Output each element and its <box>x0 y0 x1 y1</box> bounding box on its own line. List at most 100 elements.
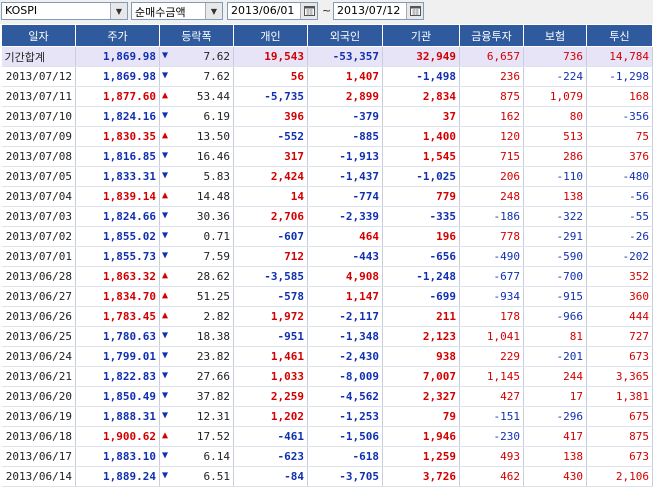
col-insurance-header[interactable]: 보험 <box>523 25 587 47</box>
change-cell: ▼ 6.51 <box>159 466 234 487</box>
triangle-up-icon: ▲ <box>162 430 169 441</box>
trust-cell: 352 <box>586 266 653 287</box>
change-cell: ▼ 12.31 <box>159 406 234 427</box>
trust-cell: 168 <box>586 86 653 107</box>
market-select[interactable]: KOSPI ▼ <box>1 2 128 20</box>
change-value: 12.31 <box>196 410 230 423</box>
col-foreign-header[interactable]: 외국인 <box>307 25 383 47</box>
change-cell: ▼ 7.62 <box>159 66 234 87</box>
change-value: 5.83 <box>203 170 231 183</box>
price-cell: 1,855.02 <box>75 226 160 247</box>
triangle-down-icon: ▼ <box>162 110 169 121</box>
table-row[interactable]: 2013/07/09 1,830.35 ▲ 13.50 -552 -885 1,400 120… <box>1 126 653 147</box>
trust-cell: -55 <box>586 206 653 227</box>
trust-cell: 673 <box>586 346 653 367</box>
price-cell: 1,877.60 <box>75 86 160 107</box>
individual-cell: -461 <box>233 426 308 447</box>
chevron-down-icon[interactable]: ▼ <box>110 3 127 19</box>
calendar-icon[interactable] <box>406 3 423 19</box>
price-cell: 1,889.24 <box>75 466 160 487</box>
col-price-header[interactable]: 주가 <box>75 25 160 47</box>
col-change-header[interactable]: 등락폭 <box>159 25 234 47</box>
date-from-input[interactable]: 2013/06/01 <box>227 2 318 20</box>
date-cell: 2013/07/08 <box>1 146 76 167</box>
triangle-down-icon: ▼ <box>162 410 169 421</box>
individual-cell: -623 <box>233 446 308 467</box>
table-row[interactable]: 2013/06/21 1,822.83 ▼ 27.66 1,033 -8,009 7,007… <box>1 366 653 387</box>
individual-cell: 1,033 <box>233 366 308 387</box>
period-total-row[interactable]: 기간합계 1,869.98 ▼ 7.62 19,543 -53,357 32,949 6,65… <box>1 46 653 67</box>
institution-cell: -1,025 <box>382 166 460 187</box>
table-row[interactable]: 2013/06/20 1,850.49 ▼ 37.82 2,259 -4,562 2,327… <box>1 386 653 407</box>
trust-cell: 444 <box>586 306 653 327</box>
table-row[interactable]: 2013/07/02 1,855.02 ▼ 0.71 -607 464 196 778 -291… <box>1 226 653 247</box>
triangle-down-icon: ▼ <box>162 230 169 241</box>
institution-cell: 196 <box>382 226 460 247</box>
chevron-down-icon[interactable]: ▼ <box>205 3 222 19</box>
institution-cell: 779 <box>382 186 460 207</box>
market-select-value: KOSPI <box>5 4 38 17</box>
individual-cell: 2,424 <box>233 166 308 187</box>
date-cell: 2013/07/03 <box>1 206 76 227</box>
col-institution-header[interactable]: 기관 <box>382 25 460 47</box>
col-individual-header[interactable]: 개인 <box>233 25 308 47</box>
calendar-icon[interactable] <box>300 3 317 19</box>
table-row[interactable]: 2013/06/14 1,889.24 ▼ 6.51 -84 -3,705 3,726 462… <box>1 466 653 487</box>
fin-invest-cell: 1,041 <box>459 326 524 347</box>
mode-select[interactable]: 순매수금액 ▼ <box>131 2 223 20</box>
table-row[interactable]: 2013/07/03 1,824.66 ▼ 30.36 2,706 -2,339 -335-… <box>1 206 653 227</box>
table-row[interactable]: 2013/06/19 1,888.31 ▼ 12.31 1,202 -1,253 79 -15… <box>1 406 653 427</box>
change-value: 6.19 <box>203 110 231 123</box>
table-row[interactable]: 2013/06/17 1,883.10 ▼ 6.14 -623 -618 1,259 493 1… <box>1 446 653 467</box>
foreign-cell: -2,117 <box>307 306 383 327</box>
fin-invest-cell: -230 <box>459 426 524 447</box>
individual-cell: -5,735 <box>233 86 308 107</box>
change-value: 30.36 <box>196 210 230 223</box>
institution-cell: 2,834 <box>382 86 460 107</box>
mode-select-value: 순매수금액 <box>135 6 186 19</box>
price-cell: 1,869.98 <box>75 46 160 67</box>
table-row[interactable]: 2013/06/26 1,783.45 ▲ 2.82 1,972 -2,117 211 178… <box>1 306 653 327</box>
table-row[interactable]: 2013/06/28 1,863.32 ▲ 28.62 -3,585 4,908 -1,24… <box>1 266 653 287</box>
insurance-cell: -291 <box>523 226 587 247</box>
date-to-input[interactable]: 2013/07/12 <box>333 2 424 20</box>
change-value: 0.71 <box>203 230 231 243</box>
date-cell: 2013/07/12 <box>1 66 76 87</box>
col-fin-invest-header[interactable]: 금융투자 <box>459 25 524 47</box>
institution-cell: 211 <box>382 306 460 327</box>
table-row[interactable]: 2013/07/11 1,877.60 ▲ 53.44 -5,735 2,899 2,834… <box>1 86 653 107</box>
foreign-cell: -4,562 <box>307 386 383 407</box>
table-row[interactable]: 2013/06/27 1,834.70 ▲ 51.25 -578 1,147 -699 -93… <box>1 286 653 307</box>
date-cell: 2013/06/24 <box>1 346 76 367</box>
table-row[interactable]: 2013/07/05 1,833.31 ▼ 5.83 2,424 -1,437 -1,025… <box>1 166 653 187</box>
foreign-cell: -443 <box>307 246 383 267</box>
fin-invest-cell: 875 <box>459 86 524 107</box>
table-row[interactable]: 2013/07/01 1,855.73 ▼ 7.59 712 -443 -656 -490 -5… <box>1 246 653 267</box>
trust-cell: -1,298 <box>586 66 653 87</box>
table-row[interactable]: 2013/06/25 1,780.63 ▼ 18.38 -951 -1,348 2,123 1… <box>1 326 653 347</box>
individual-cell: -84 <box>233 466 308 487</box>
col-trust-header[interactable]: 투신 <box>586 25 653 47</box>
trust-cell: 2,106 <box>586 466 653 487</box>
change-cell: ▼ 27.66 <box>159 366 234 387</box>
toolbar: KOSPI ▼ 순매수금액 ▼ 2013/06/01 ~ 2013/07/12 <box>0 0 653 24</box>
institution-cell: 1,946 <box>382 426 460 447</box>
table-row[interactable]: 2013/06/24 1,799.01 ▼ 23.82 1,461 -2,430 938 22… <box>1 346 653 367</box>
price-cell: 1,888.31 <box>75 406 160 427</box>
fin-invest-cell: -934 <box>459 286 524 307</box>
price-cell: 1,830.35 <box>75 126 160 147</box>
table-row[interactable]: 2013/07/10 1,824.16 ▼ 6.19 396 -379 37 162 80 -35… <box>1 106 653 127</box>
table-row[interactable]: 2013/07/12 1,869.98 ▼ 7.62 56 1,407 -1,498 236-… <box>1 66 653 87</box>
date-cell: 2013/06/27 <box>1 286 76 307</box>
trust-cell: 3,365 <box>586 366 653 387</box>
triangle-up-icon: ▲ <box>162 90 169 101</box>
institution-cell: 79 <box>382 406 460 427</box>
table-row[interactable]: 2013/07/04 1,839.14 ▲ 14.48 14 -774 779 248 138-… <box>1 186 653 207</box>
foreign-cell: 4,908 <box>307 266 383 287</box>
col-date-header[interactable]: 일자 <box>1 25 76 47</box>
date-cell: 2013/06/20 <box>1 386 76 407</box>
table-row[interactable]: 2013/07/08 1,816.85 ▼ 16.46 317 -1,913 1,545 71… <box>1 146 653 167</box>
table-row[interactable]: 2013/06/18 1,900.62 ▲ 17.52 -461 -1,506 1,946-… <box>1 426 653 447</box>
triangle-down-icon: ▼ <box>162 210 169 221</box>
insurance-cell: 417 <box>523 426 587 447</box>
